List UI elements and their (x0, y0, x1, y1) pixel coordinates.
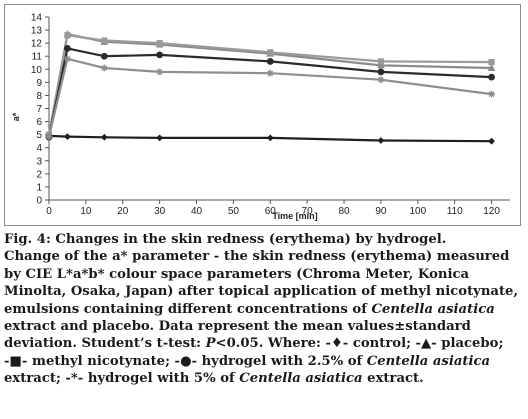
series-4 (45, 44, 495, 141)
data-point-diamond (377, 137, 385, 144)
caption-line-4: Minolta, Osaka, Japan) after topical app… (4, 284, 519, 300)
caption-line-8: -■- methyl nicotynate; -●- hydrogel with… (4, 353, 524, 370)
data-point-diamond (266, 134, 274, 142)
y-tick-label: 10 (31, 65, 43, 76)
data-point-triangle (487, 63, 496, 71)
data-point-circle (488, 73, 495, 81)
y-axis-label: a* (11, 112, 21, 121)
y-tick-label: 11 (32, 52, 43, 63)
caption-text: emulsions containing different concentra… (4, 301, 372, 317)
caption-text: extract; -*- hydrogel with 5% of (4, 371, 240, 387)
series-5 (45, 55, 495, 141)
data-point-circle (377, 68, 385, 76)
x-tick-label: 70 (302, 206, 314, 217)
caption-line-2: Change of the a* parameter - the skin re… (4, 249, 510, 265)
caption-line-5: emulsions containing different concentra… (4, 301, 524, 318)
data-point-square (267, 49, 274, 56)
x-tick-label: 90 (375, 206, 387, 217)
data-point-diamond (488, 137, 495, 145)
x-tick-label: 30 (154, 206, 166, 217)
caption-line-1: Fig. 4: Changes in the skin redness (ery… (4, 232, 447, 247)
y-tick-label: 5 (36, 130, 42, 141)
y-tick-label: 13 (31, 26, 43, 37)
caption-line-9: extract; -*- hydrogel with 5% of Centell… (4, 370, 524, 387)
data-point-square (101, 37, 108, 44)
y-tick-label: 8 (36, 91, 42, 102)
data-point-square (64, 32, 71, 39)
y-tick-label: 1 (36, 182, 42, 193)
x-tick-label: 100 (409, 206, 426, 217)
data-point-star (266, 69, 274, 77)
data-point-square (488, 58, 495, 66)
y-tick-label: 3 (36, 156, 42, 167)
data-point-triangle (377, 61, 385, 69)
caption-line-7: deviation. Student’s t-test: P<0.05. Whe… (4, 335, 524, 352)
data-point-star (488, 90, 495, 98)
x-tick-label: 20 (117, 206, 129, 217)
series-1 (45, 132, 495, 145)
data-point-star (45, 133, 53, 141)
data-point-circle (64, 44, 71, 52)
y-tick-label: 9 (36, 78, 42, 89)
data-point-star (100, 64, 108, 72)
x-tick-label: 10 (80, 206, 92, 217)
data-point-circle (266, 58, 274, 65)
data-point-diamond (100, 133, 108, 141)
caption-text: deviation. Student’s t-test: (4, 336, 206, 352)
data-point-star (377, 76, 385, 84)
caption-text: <0.05. Where: -♦- control; -▲- placebo; (215, 336, 504, 352)
y-tick-label: 7 (36, 104, 42, 115)
data-point-diamond (64, 133, 71, 141)
caption-italic: Centella asiatica (371, 301, 495, 317)
x-tick-label: 50 (228, 206, 240, 217)
data-point-circle (100, 52, 108, 60)
caption-line-3: by CIE L*a*b* colour space parameters (C… (4, 266, 470, 282)
x-tick-label: 40 (191, 206, 203, 217)
caption-line-6: extract and placebo. Data represent the … (4, 319, 471, 335)
caption-italic: P (205, 336, 216, 352)
caption-text: extract. (362, 371, 424, 387)
chart-series (45, 29, 496, 145)
x-tick-label: 80 (338, 206, 350, 217)
caption-text: -■- methyl nicotynate; -●- hydrogel with… (4, 353, 367, 369)
x-tick-label: 0 (46, 206, 52, 217)
y-tick-label: 4 (36, 143, 42, 154)
y-tick-label: 0 (36, 196, 42, 207)
series-2 (45, 29, 496, 138)
figure-caption: Fig. 4: Changes in the skin redness (ery… (4, 231, 524, 388)
data-point-star (156, 68, 164, 76)
y-tick-label: 14 (31, 13, 43, 24)
data-point-diamond (156, 134, 164, 142)
x-tick-label: 120 (483, 206, 500, 217)
y-tick-label: 12 (31, 39, 43, 50)
x-axis-label: Time [min] (272, 211, 317, 221)
y-tick-label: 2 (36, 169, 42, 180)
chart-frame: 0 1 2 3 4 5 6 7 8 9 10 11 12 13 14 0 10 20 30 40 50 60 70 80 90 1… (4, 4, 521, 226)
data-point-square (377, 58, 385, 65)
caption-italic: Centella asiatica (239, 371, 363, 387)
caption-italic: Centella asiatica (366, 353, 491, 369)
x-tick-label: 60 (265, 206, 277, 217)
series-line (47, 32, 492, 135)
x-tick-label: 110 (447, 206, 463, 217)
y-tick-label: 6 (36, 117, 42, 128)
data-point-circle (156, 51, 164, 59)
data-point-star (64, 55, 71, 63)
data-point-square (156, 40, 163, 47)
